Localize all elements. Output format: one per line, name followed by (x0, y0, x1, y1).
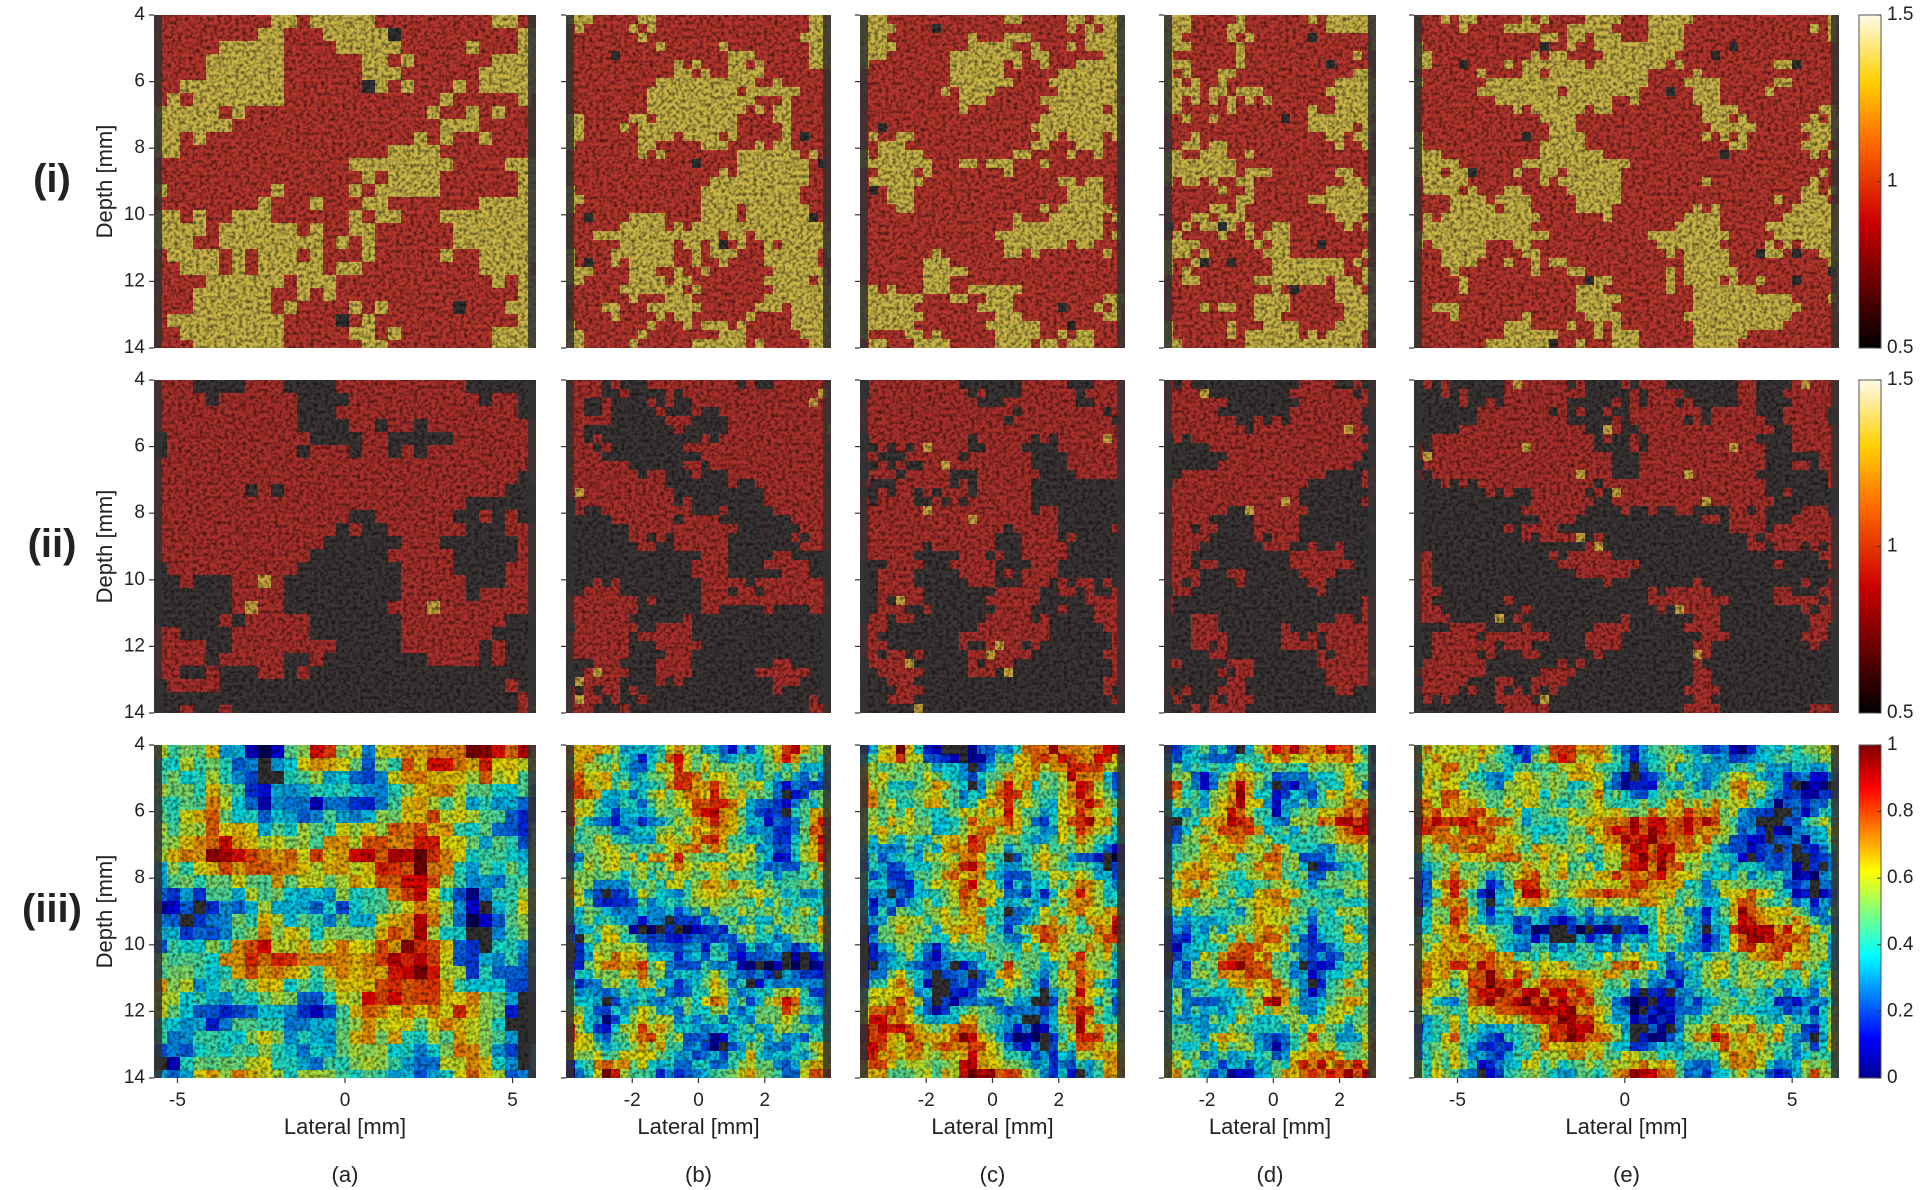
y-tick-label: 10 (124, 204, 145, 225)
y-tick-label: 14 (124, 337, 146, 358)
row-label: (i) (33, 157, 71, 201)
panel-edge (823, 15, 831, 348)
panel (1164, 15, 1376, 348)
panel-edge (1368, 15, 1376, 348)
y-tick-label: 8 (134, 137, 145, 158)
speckle-texture (1164, 15, 1376, 348)
panel (1414, 15, 1839, 348)
speckle-texture (154, 15, 536, 348)
panel-edge (1117, 15, 1125, 348)
panel-edge (528, 15, 536, 348)
panel-edge (566, 15, 574, 348)
panel (566, 15, 831, 348)
speckle-texture (860, 15, 1125, 348)
y-axis-label: Depth [mm] (92, 125, 117, 239)
panel (860, 15, 1125, 348)
panel-edge (860, 15, 868, 348)
y-tick-label: 4 (134, 4, 145, 25)
y-tick-label: 6 (134, 71, 145, 92)
panel-edge (1164, 15, 1172, 348)
panel (154, 15, 536, 348)
panel-edge (154, 15, 162, 348)
y-tick-label: 12 (124, 270, 145, 291)
speckle-texture (566, 15, 831, 348)
